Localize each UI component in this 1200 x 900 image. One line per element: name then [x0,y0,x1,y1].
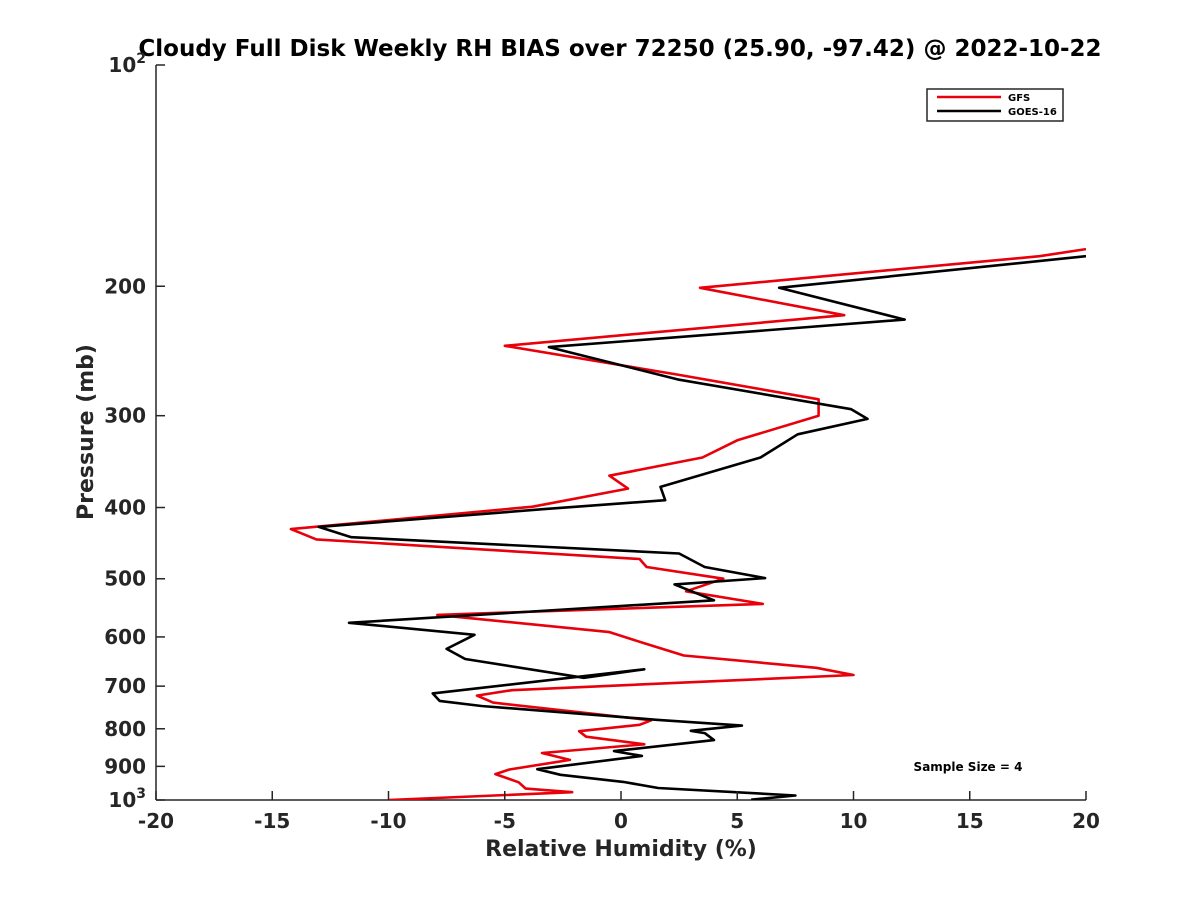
x-tick-label: -20 [138,809,174,833]
legend-label-goes16: GOES-16 [1008,107,1057,118]
y-tick-label: 800 [104,717,146,741]
sample-size-annotation: Sample Size = 4 [914,760,1023,774]
x-tick-label: 0 [614,809,628,833]
y-tick-label: 200 [104,274,146,298]
series-layer [289,247,1086,800]
series-line-gfs [289,247,1086,800]
x-tick-label: -15 [254,809,290,833]
legend-label-gfs: GFS [1008,93,1030,104]
legend: GFS GOES-16 [926,88,1064,122]
y-tick-label: 102 [108,51,146,77]
x-tick-label: -5 [494,809,516,833]
x-tick-label: 5 [730,809,744,833]
x-tick-label: 20 [1072,809,1100,833]
legend-box [926,88,1064,122]
y-tick-label: 900 [104,754,146,778]
plot-area: -20 -15 -10 -5 0 5 10 15 20 102 200 300 400 500 600 70… [104,51,1100,833]
chart-title: Cloudy Full Disk Weekly RH BIAS over 722… [138,36,1101,62]
x-ticks: -20 -15 -10 -5 0 5 10 15 20 [138,791,1100,833]
y-tick-label: 600 [104,625,146,649]
series-line-goes16 [317,254,1086,800]
x-tick-label: -10 [370,809,406,833]
y-axis-label: Pressure (mb) [74,344,99,520]
y-tick-label: 300 [104,404,146,428]
y-tick-label: 700 [104,674,146,698]
y-tick-label: 400 [104,496,146,520]
y-tick-label: 500 [104,567,146,591]
x-axis-label: Relative Humidity (%) [485,837,757,862]
x-tick-label: 15 [956,809,984,833]
x-tick-label: 10 [840,809,868,833]
